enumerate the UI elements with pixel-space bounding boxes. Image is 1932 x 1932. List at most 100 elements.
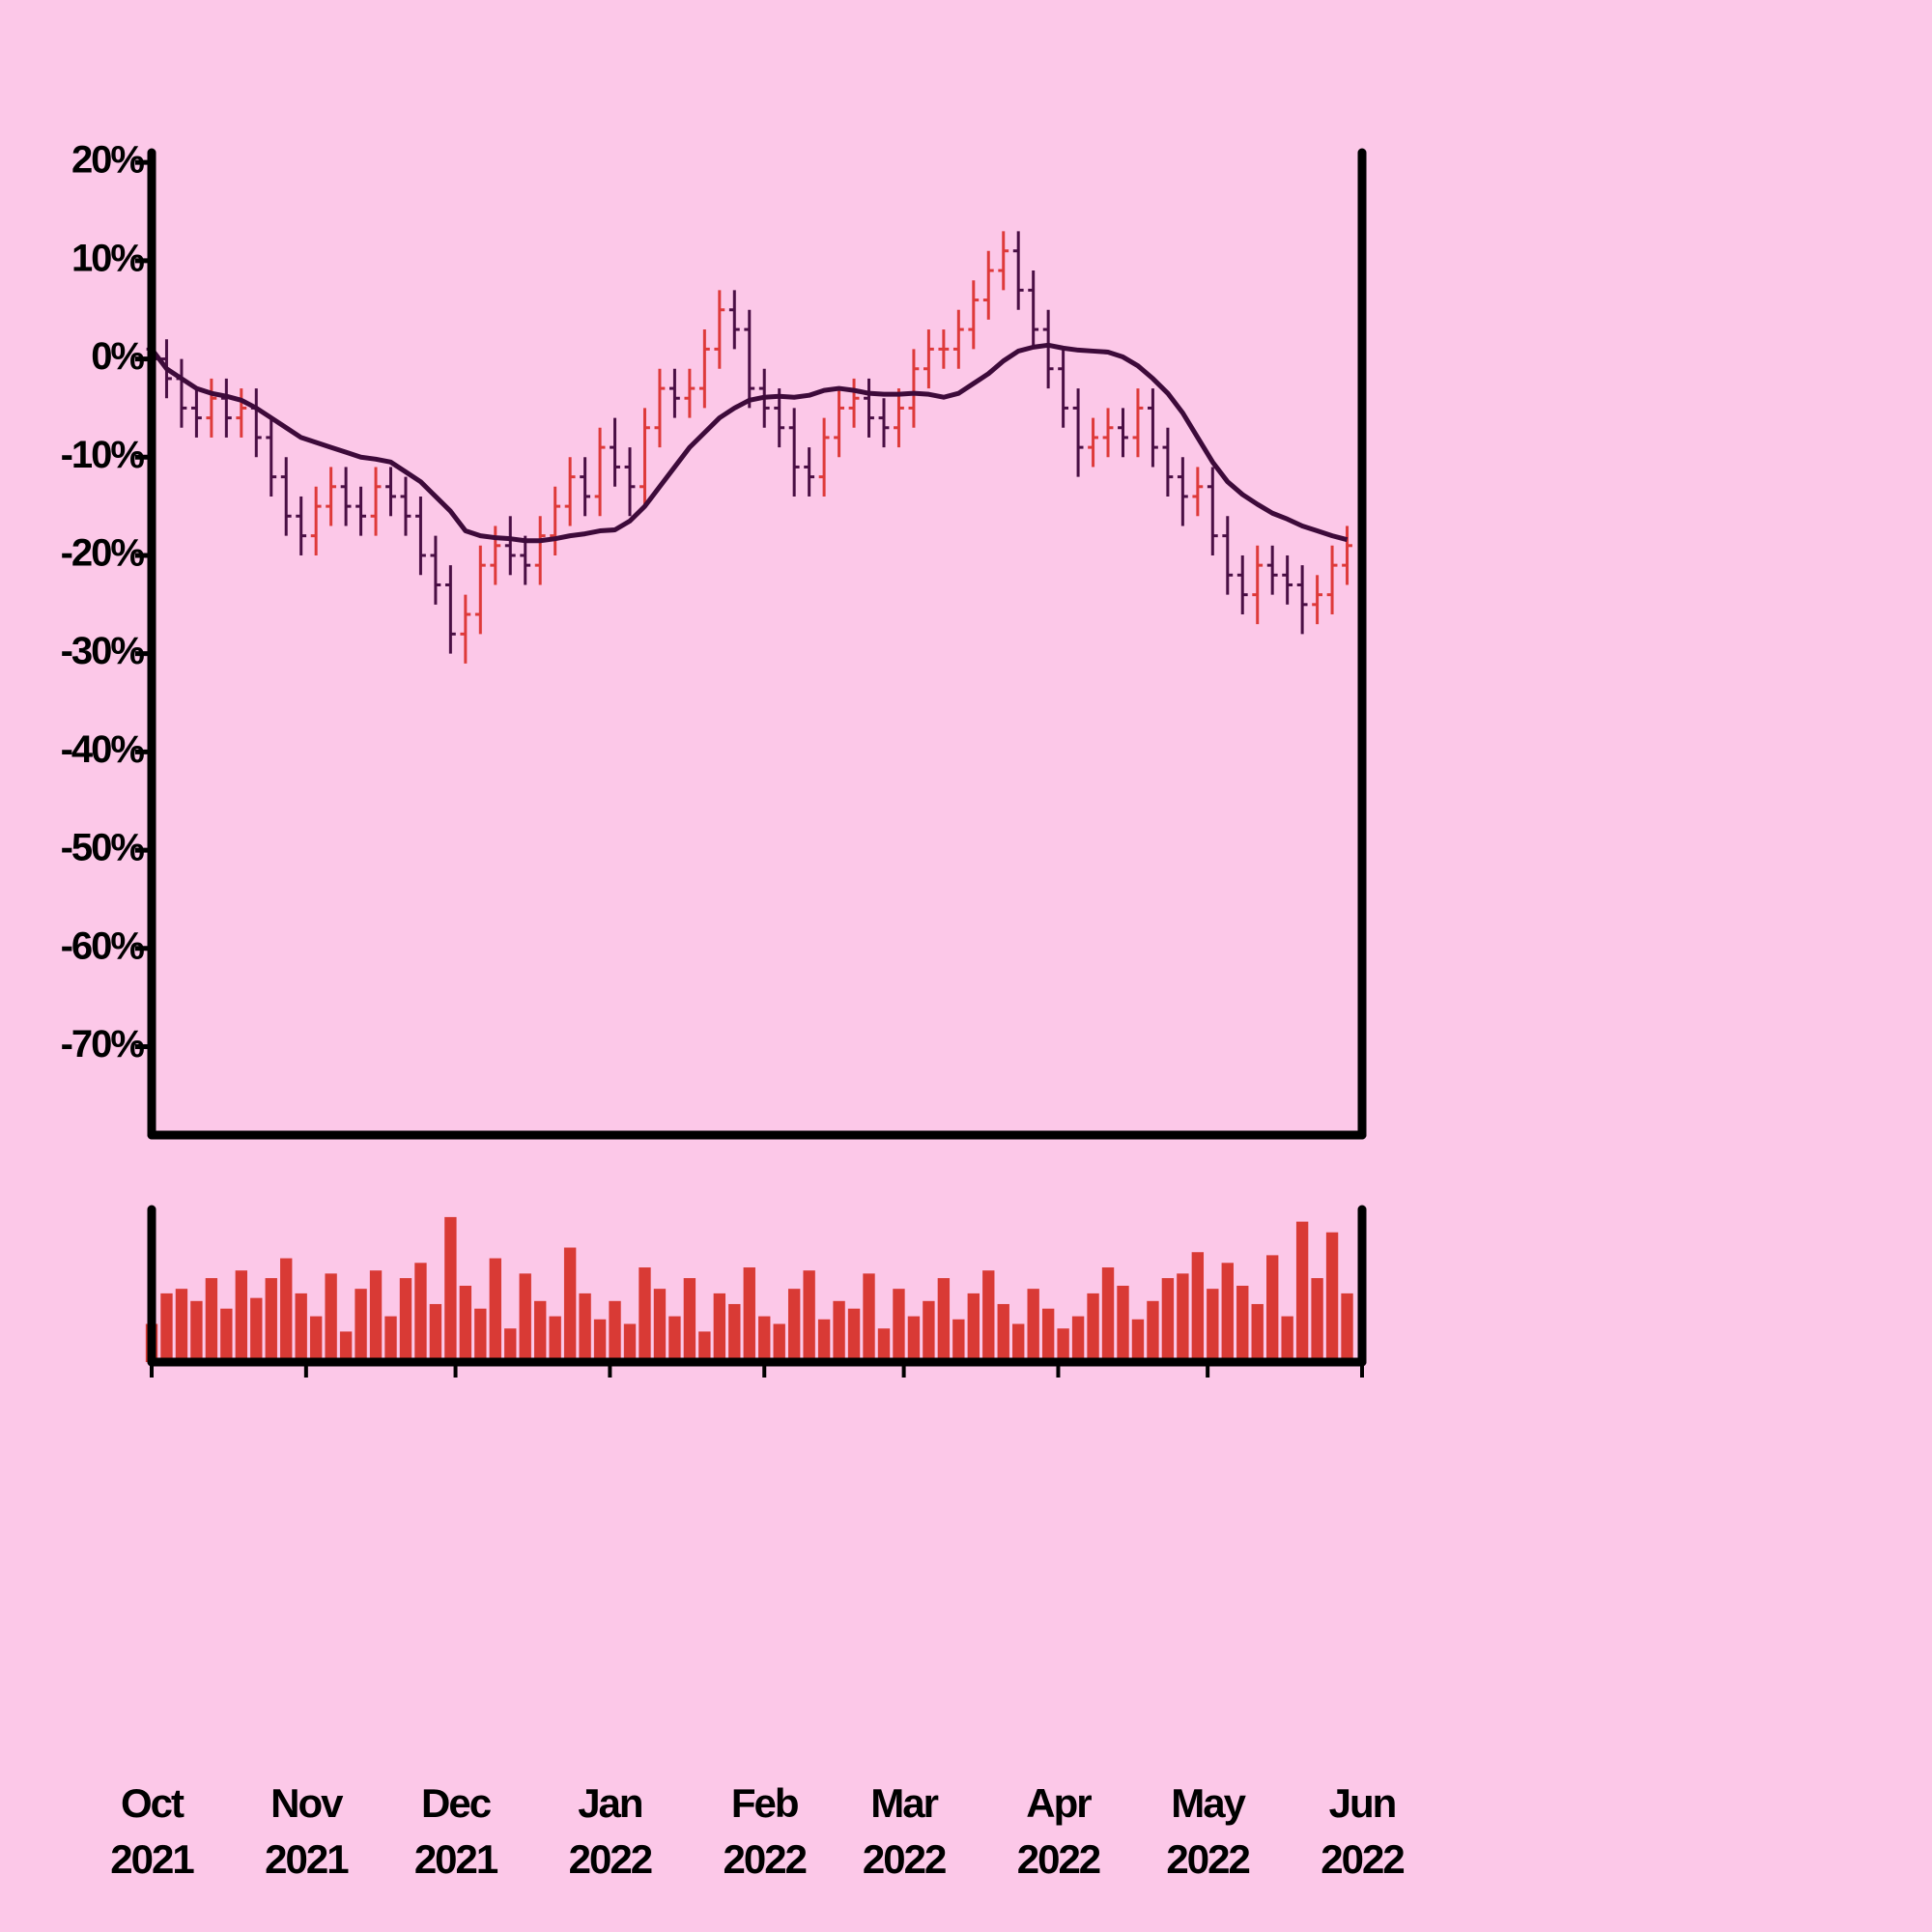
volume-bar — [773, 1323, 785, 1362]
volume-bar — [563, 1247, 577, 1362]
volume-bar — [220, 1308, 233, 1362]
volume-bar — [295, 1293, 307, 1362]
x-tick-label: Jun 2022 — [1321, 1780, 1405, 1882]
volume-bar — [1191, 1252, 1205, 1362]
volume-bar — [997, 1303, 1009, 1362]
x-tick-label: Jan 2022 — [568, 1780, 653, 1882]
volume-bar — [758, 1316, 771, 1362]
volume-bar — [280, 1258, 293, 1362]
volume-bar — [519, 1273, 531, 1362]
volume-bar — [1281, 1316, 1293, 1362]
y-tick-label: -30% — [61, 630, 145, 672]
volume-bar — [504, 1328, 517, 1362]
volume-bar — [863, 1273, 875, 1362]
volume-bar — [1071, 1316, 1085, 1362]
volume-bar — [339, 1331, 353, 1362]
y-tick-label: 0% — [91, 335, 144, 378]
x-tick-label: Dec 2021 — [413, 1780, 498, 1882]
volume-bar — [534, 1300, 547, 1362]
volume-bar — [623, 1323, 637, 1362]
y-tick-label: -70% — [61, 1023, 145, 1065]
volume-bar — [877, 1328, 891, 1362]
volume-bar — [1341, 1293, 1353, 1362]
volume-bar — [923, 1300, 935, 1362]
volume-bar — [907, 1316, 921, 1362]
volume-bar — [1207, 1289, 1219, 1362]
volume-bar — [1221, 1263, 1234, 1362]
volume-bar — [399, 1278, 412, 1362]
volume-bar — [205, 1278, 218, 1362]
volume-bar — [1087, 1293, 1099, 1362]
volume-bar — [639, 1267, 651, 1362]
volume-bar — [1057, 1328, 1069, 1362]
volume-bar — [444, 1216, 457, 1362]
volume-bar — [429, 1303, 442, 1362]
volume-bar — [250, 1297, 263, 1362]
volume-bar — [817, 1319, 831, 1362]
volume-bar — [549, 1316, 561, 1362]
volume-bar — [1236, 1286, 1249, 1362]
volume-bar — [459, 1286, 472, 1362]
volume-bar — [893, 1289, 905, 1362]
moving-average-line — [150, 342, 1349, 544]
volume-bar — [937, 1278, 951, 1362]
volume-bar — [1265, 1255, 1279, 1362]
volume-bar — [967, 1293, 980, 1362]
volume-bar — [489, 1258, 501, 1362]
y-tick-label: -10% — [61, 434, 145, 476]
volume-bar — [787, 1289, 801, 1362]
volume-bar — [1177, 1273, 1189, 1362]
volume-bar — [982, 1270, 995, 1362]
volume-bar — [593, 1319, 607, 1362]
volume-bar — [1251, 1303, 1264, 1362]
volume-bar — [235, 1270, 248, 1362]
x-tick-label: May 2022 — [1166, 1780, 1250, 1882]
volume-bar — [309, 1316, 323, 1362]
volume-bar — [384, 1316, 397, 1362]
y-tick-label: 10% — [71, 237, 144, 279]
volume-bar — [609, 1300, 621, 1362]
volume-bar — [175, 1289, 188, 1362]
volume-bar — [474, 1308, 487, 1362]
volume-bar — [847, 1308, 861, 1362]
x-tick-label: Mar 2022 — [862, 1780, 947, 1882]
volume-bar — [160, 1293, 173, 1362]
volume-bar — [952, 1319, 965, 1362]
volume-bar — [1117, 1286, 1129, 1362]
y-tick-label: -40% — [61, 728, 145, 771]
volume-bar — [369, 1270, 383, 1362]
y-tick-label: -50% — [61, 827, 145, 869]
volume-bar — [1295, 1221, 1309, 1362]
volume-bar — [698, 1331, 711, 1362]
x-tick-label: Feb 2022 — [723, 1780, 808, 1882]
volume-bar — [325, 1273, 337, 1362]
volume-bar — [653, 1289, 667, 1362]
y-tick-label: -20% — [61, 532, 145, 575]
volume-bar — [728, 1303, 741, 1362]
volume-bar — [1027, 1289, 1039, 1362]
volume-bar — [1325, 1232, 1339, 1362]
volume-bar — [579, 1293, 591, 1362]
volume-bar — [1147, 1300, 1159, 1362]
volume-bar — [355, 1289, 367, 1362]
volume-bar — [743, 1267, 755, 1362]
volume-bar — [265, 1278, 277, 1362]
volume-bar — [713, 1293, 726, 1362]
volume-bar — [683, 1278, 696, 1362]
x-tick-label: Oct 2021 — [110, 1780, 194, 1882]
x-tick-label: Nov 2021 — [265, 1780, 349, 1882]
volume-bar — [1012, 1323, 1025, 1362]
volume-bar — [833, 1300, 845, 1362]
volume-bar — [668, 1316, 681, 1362]
volume-bar — [1101, 1267, 1115, 1362]
volume-bar — [1131, 1319, 1145, 1362]
x-tick-label: Apr 2022 — [1016, 1780, 1101, 1882]
y-tick-label: -60% — [61, 924, 145, 967]
y-tick-label: 20% — [71, 139, 144, 182]
volume-bar — [414, 1263, 427, 1362]
volume-bar — [803, 1270, 815, 1362]
volume-bar — [1161, 1278, 1175, 1362]
volume-bar — [1041, 1308, 1055, 1362]
